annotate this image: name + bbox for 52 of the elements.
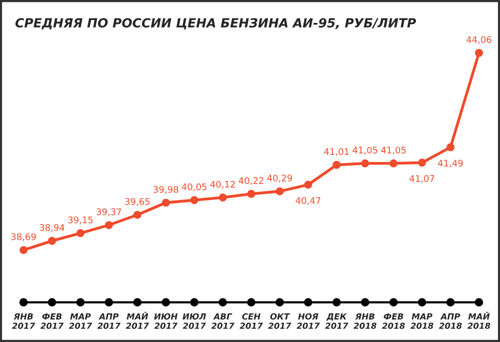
data-label: 40,05	[182, 183, 206, 192]
data-label: 39,37	[96, 208, 122, 216]
x-tick-label: АВГ 2017	[211, 313, 234, 329]
point	[361, 159, 370, 168]
data-label: 40,12	[210, 180, 235, 189]
x-tick-label: ФЕВ 2018	[382, 313, 405, 329]
point	[304, 180, 312, 189]
point	[190, 196, 198, 204]
x-tick-label: НОЯ 2017	[296, 313, 320, 329]
data-label: 41,01	[324, 148, 349, 156]
point	[418, 158, 426, 167]
point	[247, 190, 256, 198]
x-tick-label: ДЕК 2017	[325, 313, 348, 329]
point	[276, 187, 284, 196]
point	[104, 221, 113, 230]
point	[133, 210, 142, 219]
point	[20, 246, 28, 254]
data-label: 44,06	[466, 36, 492, 44]
chart-title: СРЕДНЯЯ ПО РОССИИ ЦЕНА БЕНЗИНА АИ-95, РУБ/ЛИТР	[15, 18, 416, 30]
data-label: 40,29	[267, 174, 292, 182]
x-tick-label: МАЙ 2017	[126, 312, 149, 329]
x-tick-label: МАР 2018	[410, 313, 434, 329]
x-tick-label: АПР 2018	[438, 313, 462, 329]
data-label: 39,15	[68, 216, 93, 224]
data-label: 39,98	[154, 186, 178, 194]
data-label: 40,47	[296, 197, 320, 205]
x-tick-label: ЯНВ 2018	[354, 313, 376, 329]
data-label: 41,07	[410, 175, 434, 183]
x-tick-label: МАЙ 2018	[467, 312, 490, 329]
x-tick-label: ИЮЛ 2017	[182, 313, 206, 329]
point	[48, 236, 56, 245]
x-tick-label: ОКТ 2017	[268, 313, 292, 329]
x-tick-label: СЕН 2017	[240, 313, 263, 329]
data-label: 39,65	[125, 198, 150, 206]
x-tick-label: ИЮН 2017	[154, 313, 178, 329]
point	[76, 229, 84, 238]
x-tick-label: МАР 2017	[68, 313, 92, 329]
point	[390, 159, 398, 168]
data-label: 41,49	[438, 160, 463, 168]
data-label: 41,05	[352, 146, 378, 154]
point	[332, 160, 341, 169]
data-label: 40,22	[238, 177, 264, 185]
point	[446, 143, 454, 152]
point	[218, 194, 227, 202]
data-label: 38,94	[40, 224, 64, 232]
point	[162, 198, 170, 207]
point	[474, 48, 483, 57]
x-tick-label: АПР 2017	[97, 313, 121, 329]
x-tick-label: ЯНВ 2017	[12, 313, 36, 329]
x-tick-label: ФЕВ 2017	[40, 313, 64, 329]
data-label: 38,69	[11, 233, 36, 242]
data-label: 41,05	[381, 146, 406, 154]
